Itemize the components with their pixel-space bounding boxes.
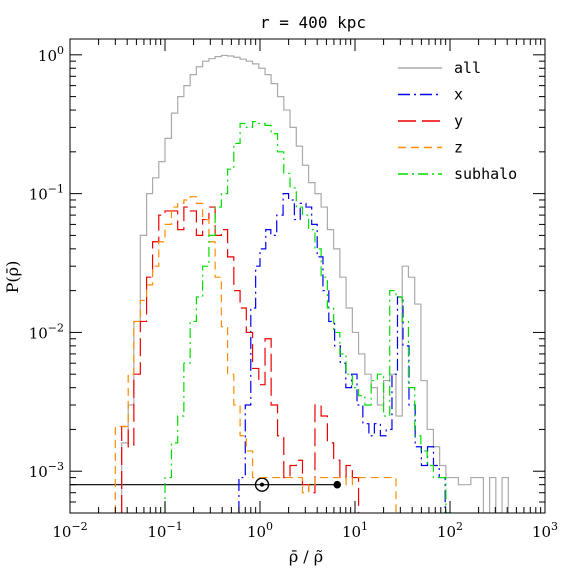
y-tick-label: 10−2: [29, 321, 64, 342]
x-axis-label: ρ̄ / ρ̃: [289, 547, 323, 566]
median-open-circle-center: [260, 482, 265, 487]
x-tick-label: 100: [247, 520, 273, 541]
chart-title: r = 400 kpc: [260, 13, 366, 32]
plot-frame: [69, 38, 546, 514]
x-tick-label: 10−1: [147, 520, 182, 541]
x-tick-label: 102: [437, 520, 463, 541]
y-tick-label: 10−1: [29, 183, 64, 204]
legend: all xyz subhalo: [398, 59, 517, 183]
y-tick-label: 100: [38, 44, 64, 65]
series-subhalo-histogram: [164, 121, 453, 513]
plot-area: [70, 54, 509, 513]
series-x-histogram: [238, 193, 450, 513]
series-all-histogram: [115, 54, 509, 513]
legend-label-z: z: [454, 139, 463, 157]
legend-label-all: all: [454, 59, 481, 77]
x-tick-label: 10−2: [52, 520, 87, 541]
filled-dot-marker: [333, 480, 342, 489]
x-tick-label: 101: [342, 520, 368, 541]
series-z-histogram: [114, 196, 397, 513]
y-axis-label: P(ρ̄): [3, 261, 22, 294]
legend-label-x: x: [454, 86, 463, 104]
y-tick-label: 10−3: [29, 460, 64, 481]
legend-label-subhalo: subhalo: [454, 165, 517, 183]
series-y-histogram: [121, 206, 360, 513]
legend-label-y: y: [454, 112, 463, 130]
x-tick-label: 103: [532, 520, 558, 541]
axis-ticks: 10−2 10−1 100 101 102 103 10−3 10−2 10−1 100: [29, 39, 558, 541]
